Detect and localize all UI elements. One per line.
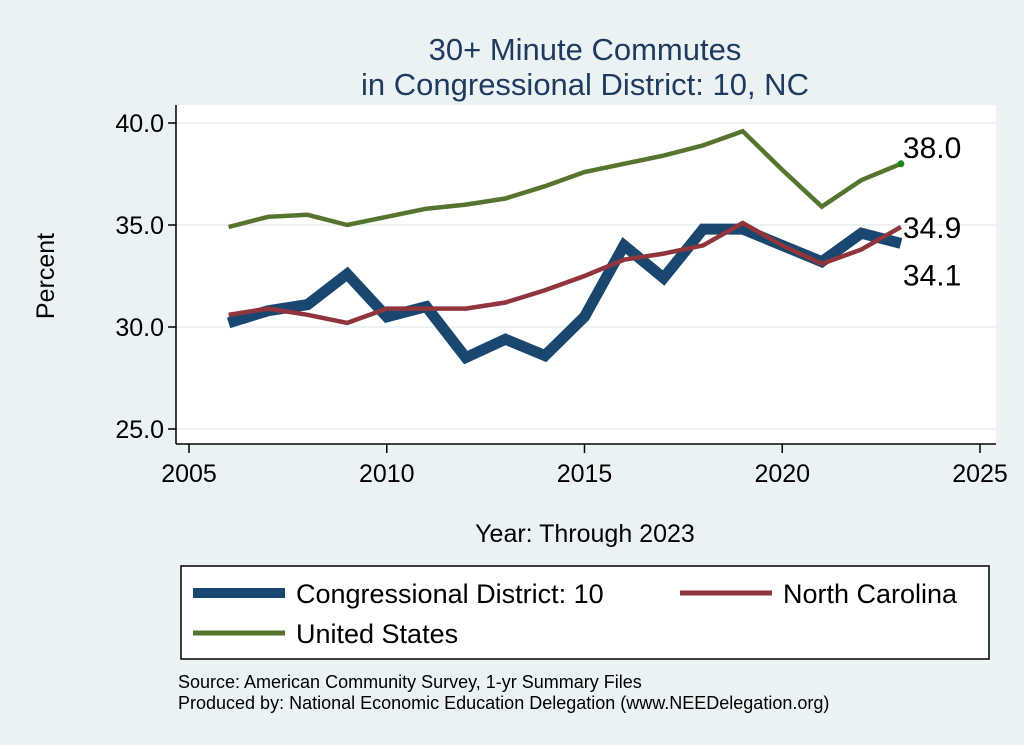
gridlines [176, 122, 996, 430]
legend-label-district: Congressional District: 10 [296, 579, 604, 609]
legend-label-united-states: United States [296, 619, 458, 649]
legend-item-district: Congressional District: 10 [193, 579, 604, 609]
produced-by-note: Produced by: National Economic Education… [178, 693, 829, 713]
series-line-north-carolina [228, 220, 903, 326]
legend-item-united-states: United States [193, 619, 458, 649]
end-label-united-states: 38.0 [903, 132, 961, 165]
y-tick-label: 25.0 [115, 416, 164, 444]
x-axis-title: Year: Through 2023 [475, 520, 695, 548]
y-tick-label: 35.0 [115, 212, 164, 240]
x-tick-label: 2020 [754, 460, 810, 488]
end-label-north-carolina: 34.9 [903, 212, 961, 245]
x-axis: 2005 2010 2015 2020 2025 [161, 443, 1008, 488]
end-marker-united-states [897, 160, 905, 168]
series-lines [226, 128, 903, 365]
legend-label-north-carolina: North Carolina [783, 579, 958, 609]
legend-item-north-carolina: North Carolina [680, 579, 958, 609]
end-label-district: 34.1 [903, 259, 961, 292]
source-note: Source: American Community Survey, 1-yr … [178, 672, 642, 692]
legend-box [180, 565, 990, 660]
end-labels: 34.1 34.9 38.0 [897, 132, 961, 292]
x-tick-label: 2005 [161, 460, 217, 488]
y-axis: 25.0 30.0 35.0 40.0 [115, 105, 177, 444]
chart-title-line-1: 30+ Minute Commutes [429, 32, 742, 67]
x-tick-label: 2010 [359, 460, 415, 488]
x-tick-label: 2025 [952, 460, 1008, 488]
x-tick-label: 2015 [557, 460, 613, 488]
series-line-united-states [228, 128, 902, 230]
y-axis-title: Percent [32, 233, 60, 319]
chart-title-line-2: in Congressional District: 10, NC [361, 67, 809, 102]
y-tick-label: 30.0 [115, 314, 164, 342]
y-tick-label: 40.0 [115, 110, 164, 138]
